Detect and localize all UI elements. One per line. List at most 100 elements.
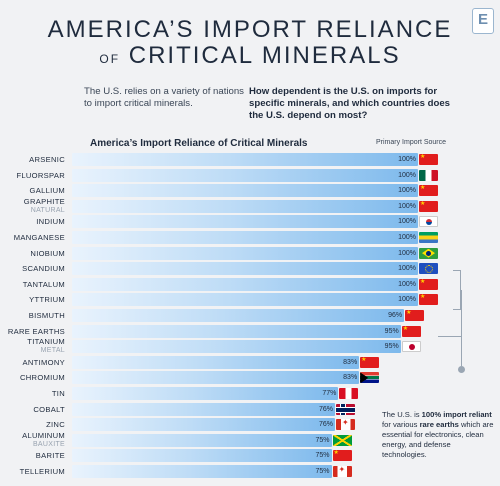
value-label: 100% [398,156,416,163]
row-label: INDIUM [36,217,65,227]
title-line2-text: CRITICAL MINERALS [128,42,401,69]
row-label: BARITE [35,451,65,461]
annotation-dot [458,366,465,373]
china-flag-icon [419,154,438,165]
bar [72,153,418,166]
note-bold-1: 100% import reliant [421,410,492,419]
page-title-line2: OF CRITICAL MINERALS [0,42,500,70]
brand-logo: E [472,8,494,34]
value-label: 100% [398,296,416,304]
value-label: 96% [388,312,403,319]
row-label: ANTIMONY [22,357,65,367]
jamaica-flag-icon [332,434,352,446]
bar [72,324,401,338]
value-label: 100% [398,265,416,273]
eu-flag-icon [419,263,438,275]
value-label: 75% [315,452,330,460]
value-label: 77% [322,390,337,397]
title-of: OF [99,52,121,66]
note-text-1: The U.S. is [382,410,422,419]
china-flag-icon [360,356,380,368]
bar [72,293,418,307]
row-label: GRAPHITE [23,196,65,206]
chart-title: America’s Import Reliance of Critical Mi… [90,138,308,149]
rare-earths-note: The U.S. is 100% import reliant for vari… [382,410,494,460]
china-flag-icon [419,185,438,197]
row-label: TITANIUM [27,337,65,347]
bar [72,246,418,260]
page-title: AMERICA’S IMPORT RELIANCE [47,16,453,43]
bar [72,355,360,369]
row-sublabel: METAL [40,347,65,355]
note-text-3: which are essential for electronics, cle… [382,420,494,459]
japan-flag-icon [401,341,421,353]
row-sublabel: NATURAL [30,206,65,214]
south-africa-flag-icon [360,372,380,384]
canada-flag-icon [332,466,352,477]
value-label: 76% [318,421,333,429]
row-label: GALLIUM [29,186,65,196]
row-label: TIN [51,389,65,398]
row-label: MANGANESE [13,233,65,242]
china-flag-icon [419,278,438,290]
row-label: CHROMIUM [19,373,65,383]
row-label: FLUORSPAR [16,170,65,180]
brazil-flag-icon [419,247,438,259]
value-label: 83% [343,374,358,382]
value-label: 100% [398,171,416,179]
value-label: 95% [384,327,399,335]
norway-flag-icon [335,403,355,415]
value-label: 100% [398,187,416,195]
china-flag-icon [419,294,438,306]
bar [72,433,332,447]
row-label: BISMUTH [28,311,65,320]
bar [72,465,332,478]
row-label: ARSENIC [29,155,65,164]
value-label: 100% [398,218,416,226]
value-label: 95% [384,343,399,351]
row-label: ZINC [46,420,65,430]
value-label: 83% [343,358,358,366]
gabon-flag-icon [419,232,438,243]
peru-flag-icon [339,388,359,399]
south-korea-flag-icon [419,216,438,228]
row-label: NIOBIUM [30,248,65,258]
bar [72,277,418,291]
value-label: 100% [398,280,416,288]
china-flag-icon [332,450,352,462]
bar [72,168,418,182]
row-label: TANTALUM [22,279,65,289]
bar [72,231,418,244]
value-label: 100% [398,249,416,257]
bar [72,199,418,213]
intro-question: How dependent is the U.S. on imports for… [249,86,450,121]
row-label: RARE EARTHS [7,326,65,336]
bar [72,309,405,322]
annotation-bracket [453,270,461,310]
row-label: SCANDIUM [22,264,65,274]
intro-text: The U.S. relies on a variety of nations … [84,86,244,109]
annotation-bracket-rare-earths [438,323,462,337]
value-label: 100% [398,234,416,241]
value-label: 76% [318,405,333,413]
bar [72,371,360,385]
china-flag-icon [405,310,425,321]
value-label: 100% [398,202,416,210]
bar [72,215,418,229]
value-label: 75% [315,436,330,444]
note-text-2: for various [382,420,420,429]
row-sublabel: BAUXITE [32,440,65,448]
value-label: 75% [315,468,330,475]
mexico-flag-icon [419,169,438,181]
bar [72,449,332,463]
china-flag-icon [401,325,421,337]
note-bold-2: rare earths [419,420,459,429]
primary-import-source-header: Primary Import Source [376,139,447,146]
bar [72,184,418,198]
bar [72,387,339,400]
bar [72,262,418,276]
bar [72,418,335,432]
row-label: COBALT [33,404,65,414]
row-label: TELLERIUM [19,467,65,476]
row-label: ALUMINUM [22,430,65,440]
